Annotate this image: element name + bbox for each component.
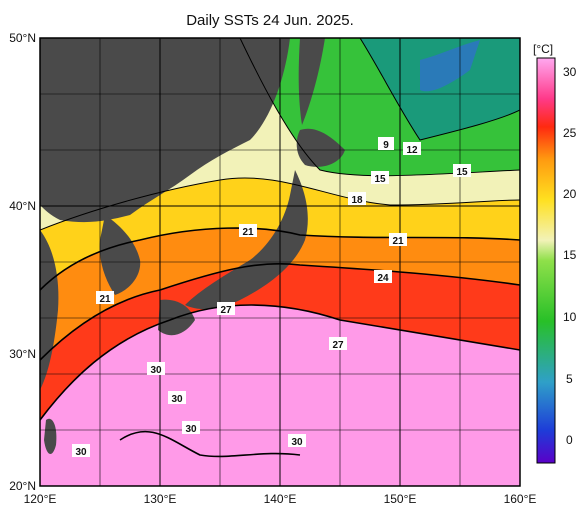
isotherm-9 [359, 38, 520, 141]
isotherm-15 [239, 38, 520, 177]
contour-label: 30 [150, 365, 162, 376]
isotherm-24 [40, 262, 520, 361]
lat-label: 40°N [9, 199, 36, 213]
contour-label: 27 [220, 305, 232, 316]
colorbar-tick: 5 [566, 372, 573, 386]
isotherm-18 [40, 177, 520, 231]
colorbar-tick: 10 [563, 310, 577, 324]
contour-label: 18 [351, 195, 363, 206]
colorbar: [°C] 30 25 20 15 10 5 0 [533, 42, 577, 464]
lon-label: 160°E [504, 492, 537, 506]
contour-label: 21 [242, 227, 254, 238]
colorbar-tick: 30 [563, 65, 577, 79]
latitude-labels: 50°N 40°N 30°N 20°N [9, 31, 36, 493]
lon-label: 140°E [264, 492, 297, 506]
contour-label: 15 [456, 167, 468, 178]
colorbar-tick: 20 [563, 187, 577, 201]
contour-label: 15 [374, 174, 386, 185]
colorbar-scale [536, 57, 556, 464]
contour-label: 24 [377, 273, 389, 284]
contour-label: 30 [291, 437, 303, 448]
colorbar-tick: 25 [563, 126, 577, 140]
contour-label: 21 [99, 294, 111, 305]
lon-label: 150°E [384, 492, 417, 506]
isotherm-27 [40, 304, 520, 421]
map-frame [39, 37, 521, 487]
lon-label: 130°E [144, 492, 177, 506]
lon-label: 120°E [24, 492, 57, 506]
longitude-labels: 120°E 130°E 140°E 150°E 160°E [24, 492, 537, 506]
contour-label: 30 [185, 424, 197, 435]
contour-label: 27 [332, 340, 344, 351]
colorbar-tick: 15 [563, 248, 577, 262]
colorbar-tick: 0 [566, 433, 573, 447]
lat-label: 20°N [9, 479, 36, 493]
isotherm-30 [119, 430, 301, 458]
contour-label: 9 [383, 140, 389, 151]
map-title: Daily SSTs 24 Jun. 2025. [186, 12, 354, 29]
contour-label: 30 [171, 394, 183, 405]
contour-label: 30 [75, 447, 87, 458]
contour-label: 12 [406, 145, 418, 156]
contour-label: 21 [392, 236, 404, 247]
colorbar-unit: [°C] [533, 42, 553, 56]
contour-labels: 9 12 15 15 18 21 21 21 24 27 27 30 30 30… [72, 137, 471, 458]
lat-label: 50°N [9, 31, 36, 45]
lat-label: 30°N [9, 347, 36, 361]
